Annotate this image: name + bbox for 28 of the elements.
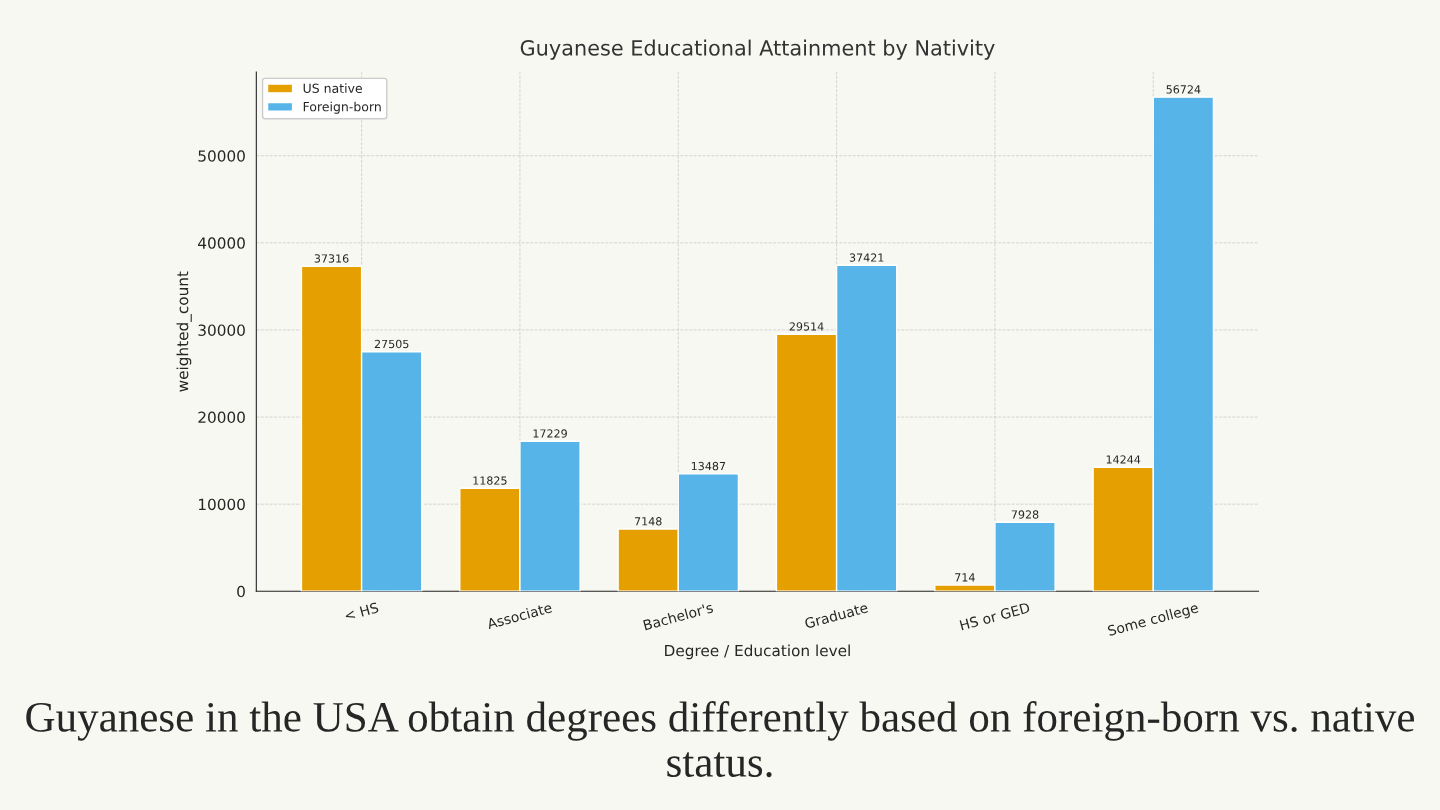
- data-label: 56724: [1166, 85, 1201, 94]
- y-tick-label: 40000: [198, 237, 245, 249]
- data-label: 29514: [789, 322, 824, 331]
- x-tick-label: Some college: [1107, 601, 1200, 639]
- y-tick-label: 50000: [198, 150, 245, 162]
- text: Guyanese in the USA obtain degrees differently based on foreign-born vs. native status.: [26, 701, 1414, 778]
- data-label: 27505: [374, 339, 409, 349]
- y-tick-label: 0: [237, 585, 245, 598]
- data-label: 13487: [691, 461, 726, 471]
- data-label: 7148: [634, 517, 662, 526]
- data-label: 14244: [1106, 455, 1141, 464]
- y-axis-title: weighted_count: [176, 271, 192, 392]
- y-tick-label: 20000: [198, 411, 245, 424]
- y-tick-label: 30000: [198, 324, 245, 336]
- chart-title: Guyanese Educational Attainment by Nativity: [520, 39, 995, 60]
- x-tick-label: Graduate: [804, 601, 869, 629]
- data-label: 37316: [314, 254, 349, 263]
- data-label: 37421: [849, 253, 884, 262]
- y-tick-label: 10000: [198, 498, 245, 511]
- x-tick-label: HS or GED: [959, 602, 1031, 631]
- data-label: 17229: [533, 429, 567, 438]
- legend-label: Foreign-born: [303, 101, 381, 114]
- legend-label: US native: [303, 83, 363, 94]
- x-axis-title: Degree / Education level: [665, 644, 850, 660]
- data-label: 7928: [1011, 510, 1039, 519]
- data-label: 11825: [473, 476, 507, 485]
- x-tick-label: < HS: [344, 602, 379, 621]
- data-label: 714: [955, 573, 975, 582]
